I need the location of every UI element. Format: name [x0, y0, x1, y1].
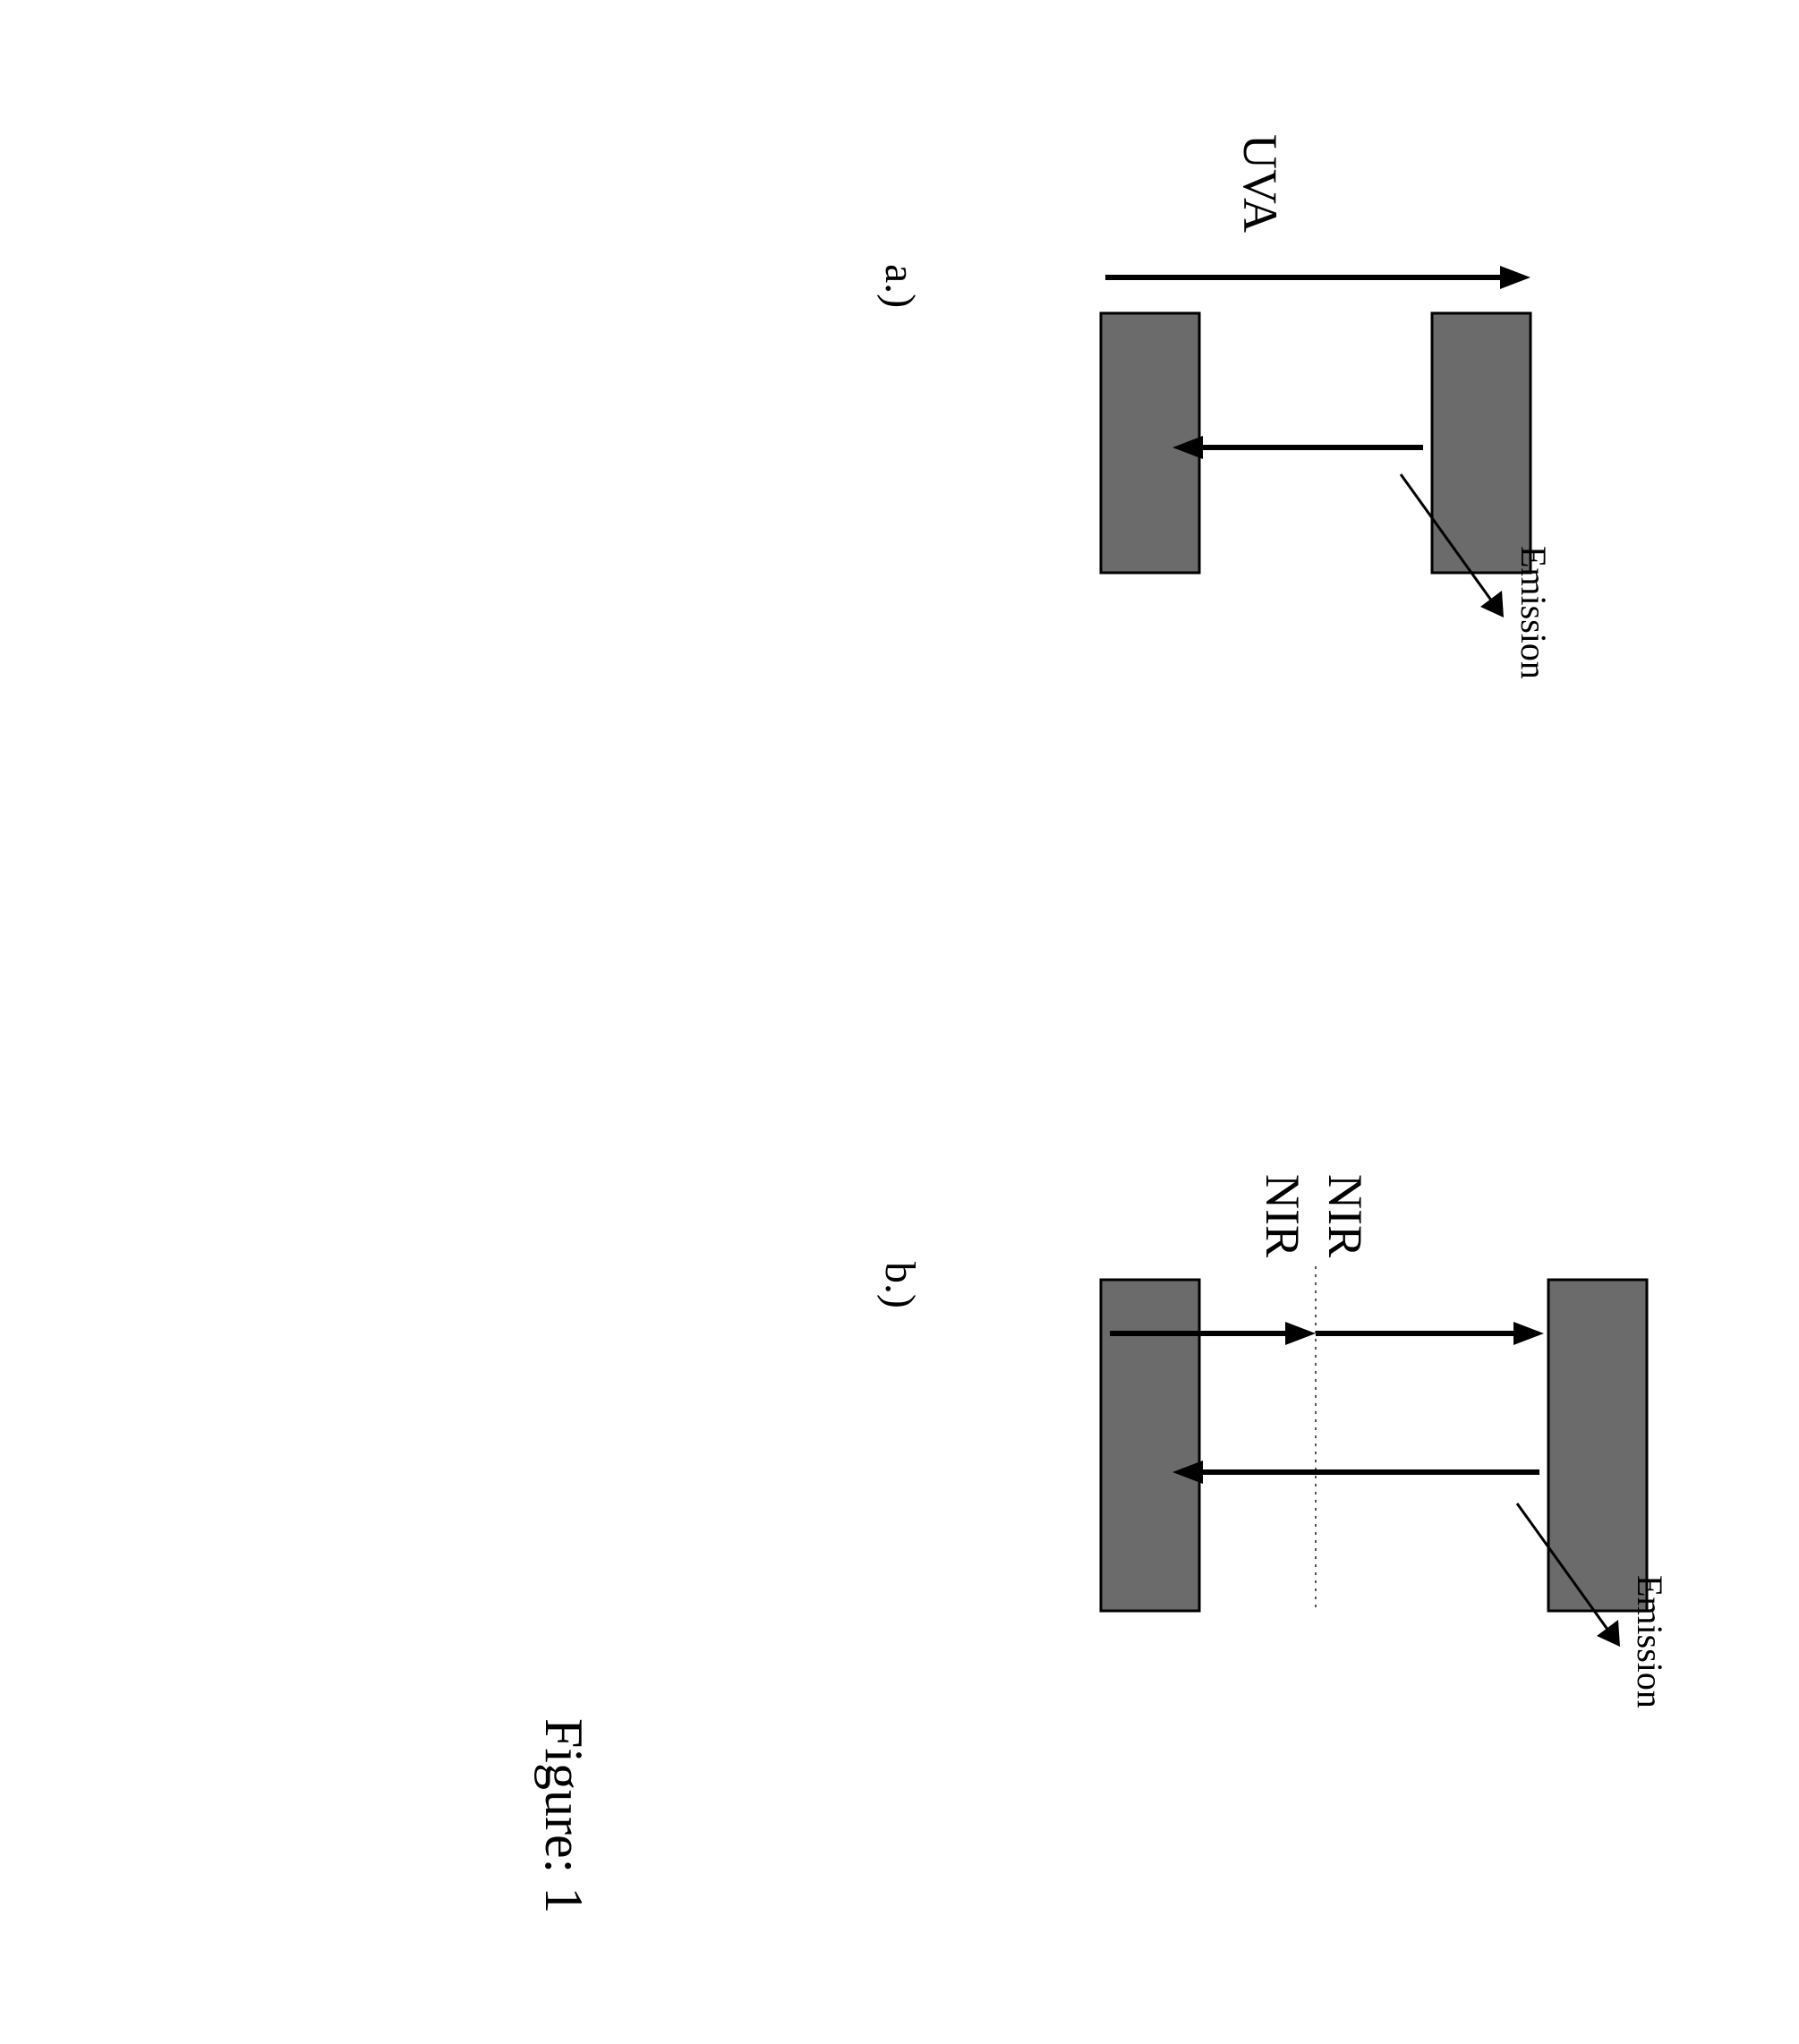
panel-a-excitation-label: UVA	[1233, 134, 1287, 233]
panel-b-nir-arrow-upper	[1316, 1322, 1544, 1345]
figure-svg: UVA Emission a.)	[0, 0, 1799, 2044]
panel-a: UVA Emission a.)	[876, 134, 1554, 679]
panel-b-internal-emission-arrow	[1172, 1461, 1539, 1484]
panel-b-top-level-bar	[1548, 1280, 1647, 1611]
panel-a-excitation-arrow	[1105, 266, 1530, 289]
panel-a-top-level-bar	[1432, 313, 1530, 573]
panel-b-bottom-level-bar	[1101, 1280, 1199, 1611]
panel-a-label: a.)	[876, 264, 924, 308]
panel-b-nir-lower-label: NIR	[1256, 1174, 1309, 1257]
panel-b-nir-upper-label: NIR	[1318, 1174, 1372, 1257]
figure-page: UVA Emission a.)	[0, 0, 1799, 2044]
panel-b-emission-label: Emission	[1630, 1575, 1670, 1708]
figure-caption: Figure: 1	[534, 1718, 593, 1913]
panel-a-emission-label: Emission	[1513, 546, 1554, 679]
panel-b: NIR NIR Emission b.)	[876, 1174, 1670, 1708]
panel-b-label: b.)	[876, 1262, 924, 1308]
panel-a-internal-emission-arrow	[1172, 436, 1423, 459]
